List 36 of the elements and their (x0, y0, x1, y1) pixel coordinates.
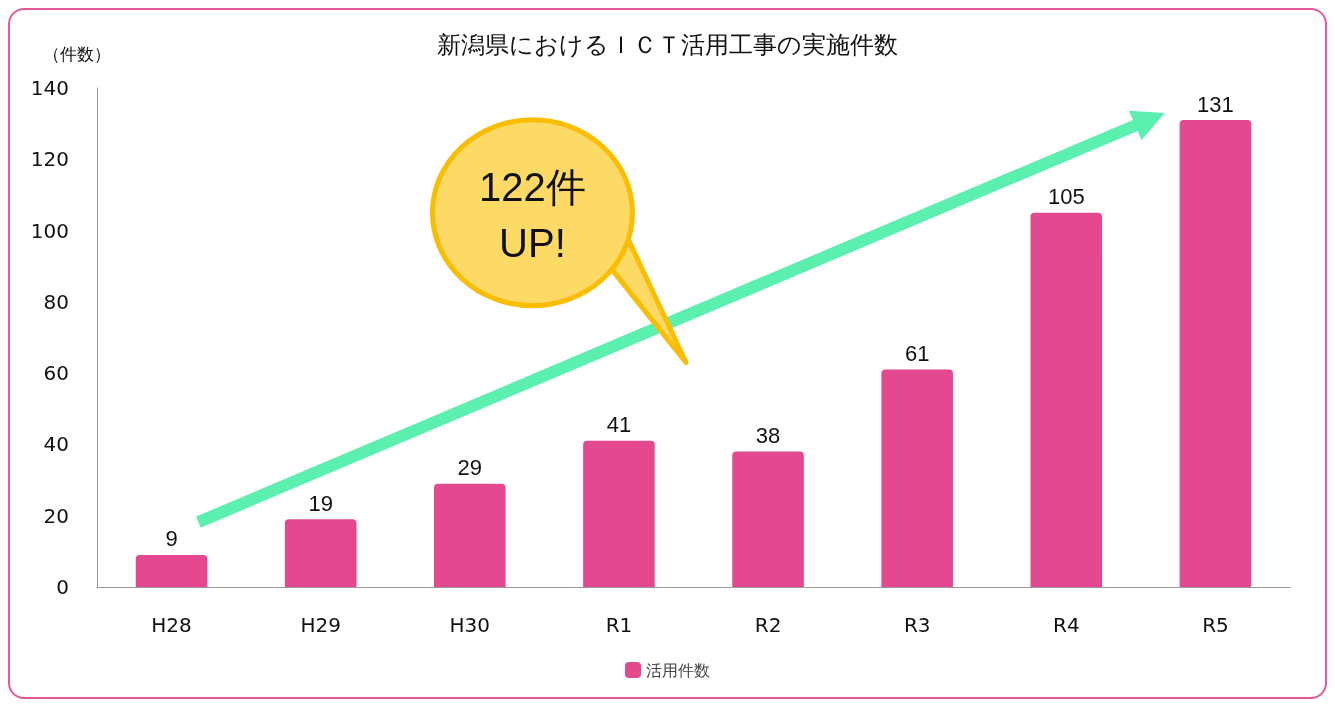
legend-label: 活用件数 (646, 660, 710, 680)
bar (881, 369, 953, 587)
data-label: 29 (457, 455, 483, 481)
y-axis-title: （件数） (43, 43, 111, 64)
y-tick-label: 60 (43, 361, 69, 386)
y-tick-label: 140 (30, 76, 69, 100)
data-label: 41 (606, 412, 632, 438)
bar (434, 483, 506, 587)
y-tick-label: 20 (43, 503, 69, 528)
bar (135, 554, 208, 587)
data-label: 105 (1047, 184, 1085, 210)
y-tick-label: 120 (30, 147, 69, 172)
bar (732, 451, 804, 587)
x-tick-label: R3 (903, 613, 931, 637)
bar (1179, 120, 1252, 587)
data-label: 9 (165, 526, 178, 552)
y-tick-label: 100 (30, 218, 69, 243)
x-tick-label: R4 (1053, 613, 1080, 637)
data-label: 19 (308, 490, 333, 516)
bar (1030, 212, 1103, 587)
y-tick-label: 40 (43, 432, 69, 457)
x-tick-label: R2 (754, 613, 782, 637)
x-tick-label: R5 (1202, 613, 1229, 637)
y-tick-label: 0 (56, 575, 69, 599)
chart-title: 新潟県におけるＩＣＴ活用工事の実施件数 (437, 31, 898, 59)
x-tick-label: H29 (300, 613, 341, 637)
bar (583, 440, 655, 587)
data-label: 61 (904, 341, 930, 367)
annotation: 122件 UP! (479, 164, 586, 265)
y-tick-label: 80 (43, 289, 69, 314)
x-tick-label: H30 (449, 613, 491, 637)
x-tick-label: R1 (605, 613, 633, 637)
data-label: 38 (755, 423, 781, 449)
bar (284, 519, 357, 587)
x-tick-label: H28 (151, 613, 192, 637)
data-label: 131 (1197, 91, 1234, 117)
